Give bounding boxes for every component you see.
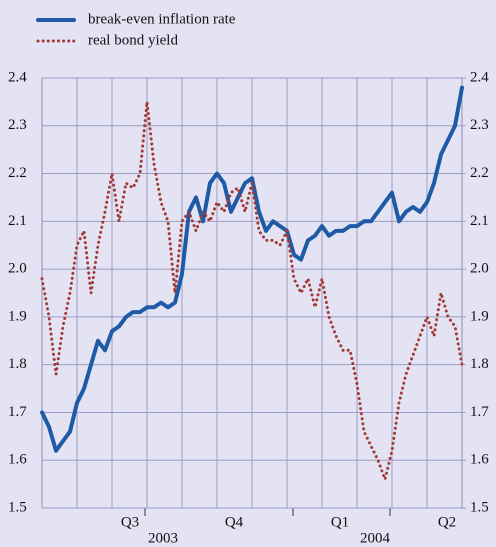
quarter-label: Q2: [438, 514, 456, 530]
y2-tick-label: 2.4: [470, 69, 489, 85]
y2-tick-label: 1.7: [470, 404, 489, 420]
quarter-label: Q4: [225, 514, 244, 530]
year-label: 2003: [148, 530, 178, 546]
legend-label: real bond yield: [88, 32, 178, 48]
series-line: [40, 100, 464, 481]
year-label: 2004: [360, 530, 391, 546]
quarter-label: Q3: [121, 514, 139, 530]
y2-tick-label: 2.1: [470, 213, 489, 229]
y-tick-label: 2.3: [8, 117, 27, 133]
y2-tick-label: 1.9: [470, 308, 489, 324]
y2-tick-label: 1.6: [470, 452, 489, 468]
y2-tick-label: 2.3: [470, 117, 489, 133]
quarter-label: Q1: [331, 514, 349, 530]
y-tick-label: 2.0: [8, 261, 27, 277]
y2-tick-label: 2.0: [470, 261, 489, 277]
y-tick-label: 1.9: [8, 308, 27, 324]
y-tick-label: 1.6: [8, 452, 27, 468]
y2-tick-label: 1.5: [470, 499, 489, 515]
y2-tick-label: 2.2: [470, 165, 489, 181]
y2-tick-label: 1.8: [470, 356, 489, 372]
y-tick-label: 2.2: [8, 165, 27, 181]
y-tick-label: 2.4: [8, 69, 27, 85]
y-tick-label: 1.8: [8, 356, 27, 372]
legend-label: break-even inflation rate: [88, 11, 236, 27]
series-line: [40, 85, 464, 453]
y-tick-label: 1.7: [8, 404, 27, 420]
y-tick-label: 1.5: [8, 499, 27, 515]
y-tick-label: 2.1: [8, 213, 27, 229]
